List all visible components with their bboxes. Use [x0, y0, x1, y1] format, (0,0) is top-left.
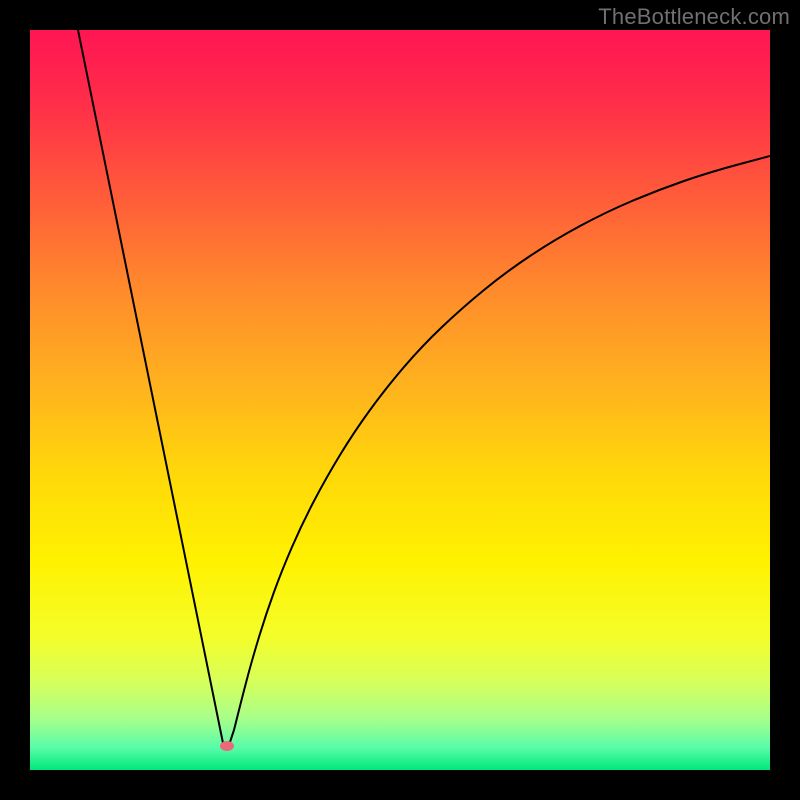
plot-frame: [30, 30, 770, 770]
bottleneck-curve: [30, 30, 770, 770]
minimum-marker: [220, 741, 234, 751]
watermark-text: TheBottleneck.com: [598, 4, 790, 30]
